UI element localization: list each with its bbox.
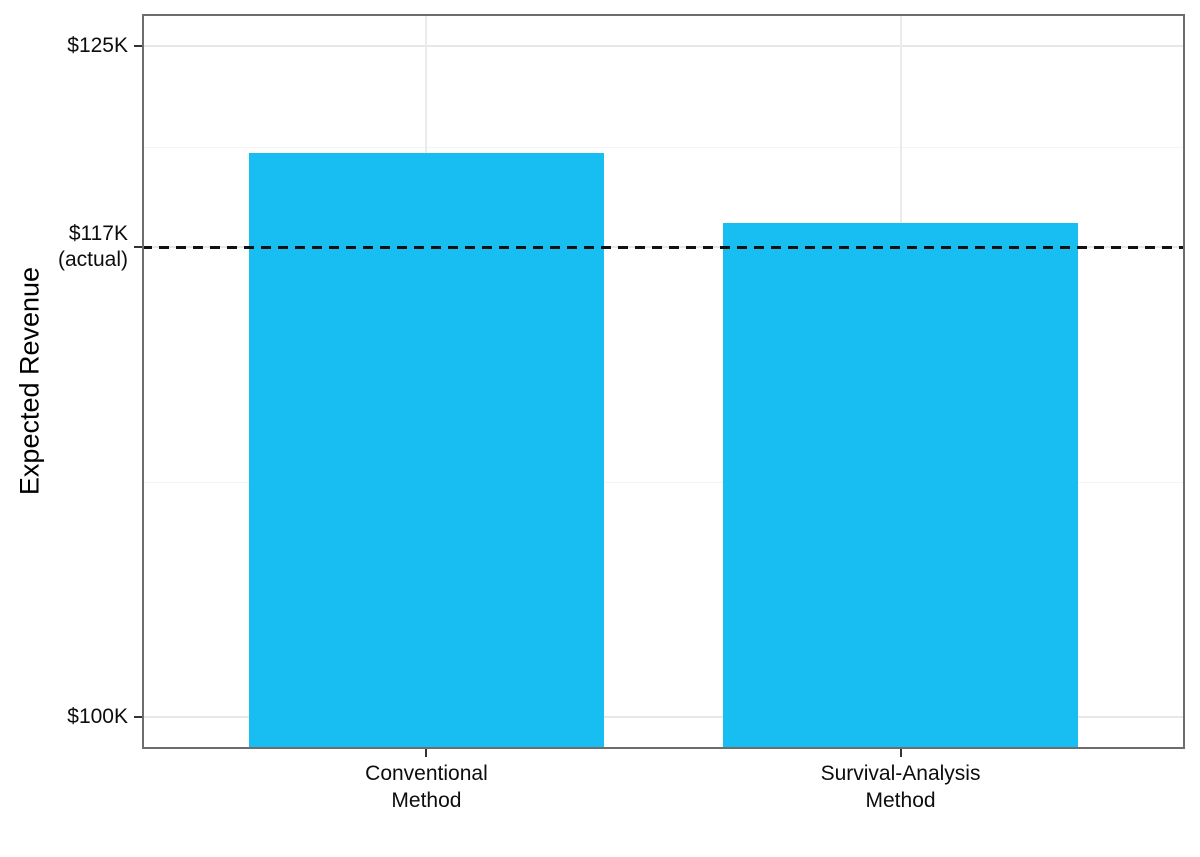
major-gridline — [142, 715, 1185, 718]
y-tick-mark — [134, 45, 142, 48]
bar-conventional — [248, 153, 605, 749]
x-category-label: Survival-Analysis Method — [820, 762, 981, 812]
minor-gridline — [142, 482, 1185, 484]
y-tick-label: $100K — [67, 704, 128, 728]
y-tick-label: $117K (actual) — [57, 222, 128, 272]
y-axis-title: Expected Revenue — [14, 266, 45, 496]
major-gridline — [142, 45, 1185, 48]
y-tick-mark — [134, 246, 142, 249]
y-tick-label: $125K — [67, 34, 128, 58]
actual-revenue-dashed-line — [142, 246, 1185, 250]
x-tick-mark — [425, 749, 428, 757]
bar-survival-analysis — [722, 223, 1079, 749]
y-tick-mark — [134, 715, 142, 718]
x-category-label: Conventional Method — [365, 762, 488, 812]
minor-gridline — [142, 146, 1185, 148]
x-tick-mark — [899, 749, 902, 757]
